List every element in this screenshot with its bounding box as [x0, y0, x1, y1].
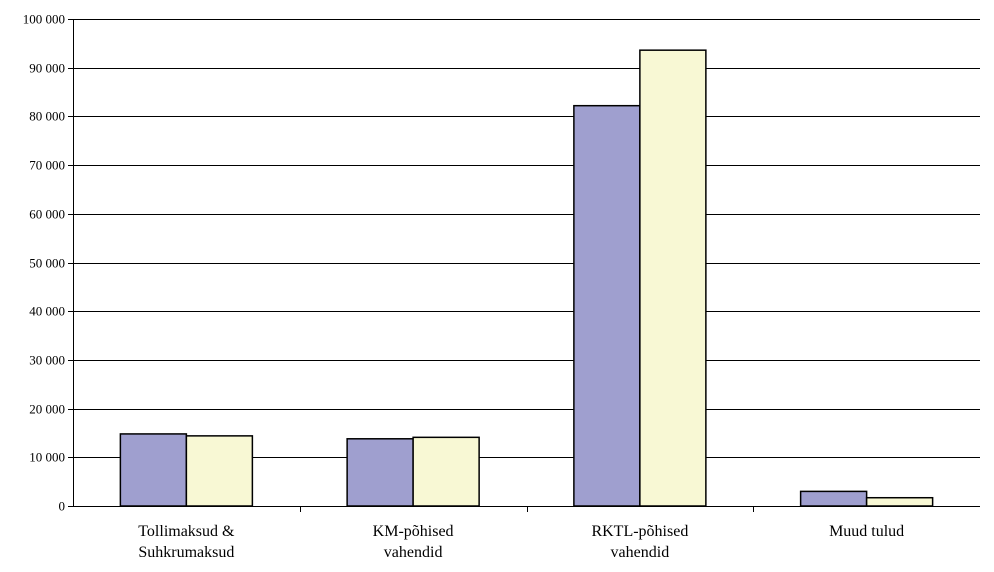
x-category-label-line: Suhkrumaksud	[138, 544, 234, 561]
gridlines	[73, 19, 980, 458]
bar-series-1-cat-2	[346, 438, 414, 507]
x-category-label: RKTL-põhised vahendid	[591, 523, 688, 561]
y-tick-label: 10 000	[29, 450, 65, 465]
axes	[68, 18, 980, 512]
y-tick-label: 70 000	[29, 158, 65, 173]
bars	[119, 49, 934, 507]
bar-series-1-cat-1	[119, 433, 188, 507]
bar-series-1-cat-3	[573, 104, 641, 507]
y-tick-label: 50 000	[29, 256, 65, 271]
x-category-label-line: vahendid	[384, 544, 443, 561]
y-tick-label: 0	[59, 499, 66, 514]
x-category-label: Muud tulud	[829, 523, 904, 540]
y-axis-tick-labels: 0 10 000 20 000 30 000 40 000 50 000 60 000 70 …	[23, 12, 65, 514]
x-category-label-line: KM-põhised	[373, 523, 454, 540]
bar-series-2-cat-1	[185, 435, 254, 507]
y-tick-label: 40 000	[29, 304, 65, 319]
y-tick-label: 20 000	[29, 402, 65, 417]
bar-series-2-cat-2	[412, 436, 480, 507]
y-tick-label: 100 000	[23, 12, 65, 27]
bar-series-1-cat-4	[799, 490, 868, 507]
x-category-label: KM-põhised vahendid	[373, 523, 454, 561]
x-category-label-line: Tollimaksud &	[138, 523, 235, 540]
x-category-label-line: Muud tulud	[829, 523, 904, 540]
y-tick-label: 80 000	[29, 109, 65, 124]
x-axis-category-labels: Tollimaksud & Suhkrumaksud KM-põhised vahen…	[138, 523, 904, 561]
bar-series-2-cat-4	[865, 496, 934, 507]
y-tick-label: 90 000	[29, 61, 65, 76]
y-tick-label: 30 000	[29, 353, 65, 368]
x-category-label: Tollimaksud & Suhkrumaksud	[138, 523, 235, 561]
bar-series-2-cat-3	[639, 49, 707, 507]
x-category-label-line: RKTL-põhised	[591, 523, 688, 540]
x-category-label-line: vahendid	[611, 544, 670, 561]
y-tick-label: 60 000	[29, 207, 65, 222]
